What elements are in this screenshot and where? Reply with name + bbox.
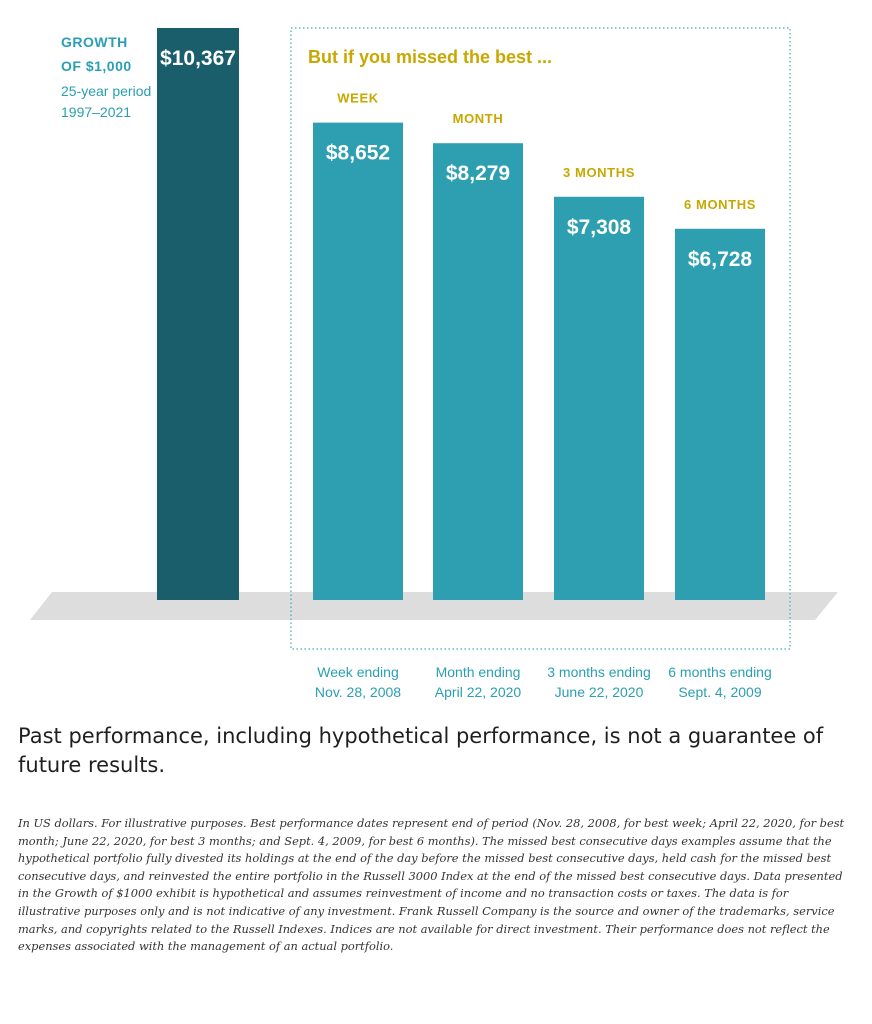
growth-chart: $10,367 GROWTH OF $1,000 25-year period 1997… <box>30 27 838 700</box>
missed-bar-date-label: June 22, 2020 <box>555 684 644 700</box>
footnote: In US dollars. For illustrative purposes… <box>18 816 845 954</box>
missed-bar-date-label: Week ending <box>317 664 398 680</box>
missed-bar-category-label: 6 MONTHS <box>684 197 756 212</box>
missed-bar <box>433 143 523 600</box>
growth-label-line: GROWTH <box>61 34 128 50</box>
missed-bar-category-label: WEEK <box>337 91 378 106</box>
main-bar-value-label: $10,367 <box>160 47 236 70</box>
missed-bar-value-label: $8,652 <box>326 142 390 165</box>
missed-best-box <box>290 27 791 650</box>
missed-bar <box>313 122 403 601</box>
period-label-line: 25-year period <box>61 83 151 99</box>
missed-bar-value-label: $7,308 <box>567 216 632 239</box>
missed-best-heading: But if you missed the best ... <box>308 47 552 67</box>
missed-bar-value-label: $6,728 <box>688 248 753 271</box>
missed-bar-value-label: $8,279 <box>446 162 510 185</box>
missed-bar-date-label: April 22, 2020 <box>435 684 522 700</box>
missed-bar <box>675 228 765 600</box>
period-label-line: 1997–2021 <box>61 104 131 120</box>
missed-bar-date-label: Nov. 28, 2008 <box>315 684 401 700</box>
missed-bar-date-label: Sept. 4, 2009 <box>678 684 762 700</box>
headline: Past performance, including hypothetical… <box>18 724 824 777</box>
missed-bar-date-label: Month ending <box>436 664 521 680</box>
missed-bar-category-label: MONTH <box>453 111 504 126</box>
missed-bar-date-label: 6 months ending <box>668 664 772 680</box>
growth-label-line: OF $1,000 <box>61 58 132 74</box>
missed-bar-date-label: 3 months ending <box>547 664 651 680</box>
missed-bar-category-label: 3 MONTHS <box>563 165 635 180</box>
missed-bar <box>554 196 644 600</box>
main-bar <box>157 28 239 600</box>
